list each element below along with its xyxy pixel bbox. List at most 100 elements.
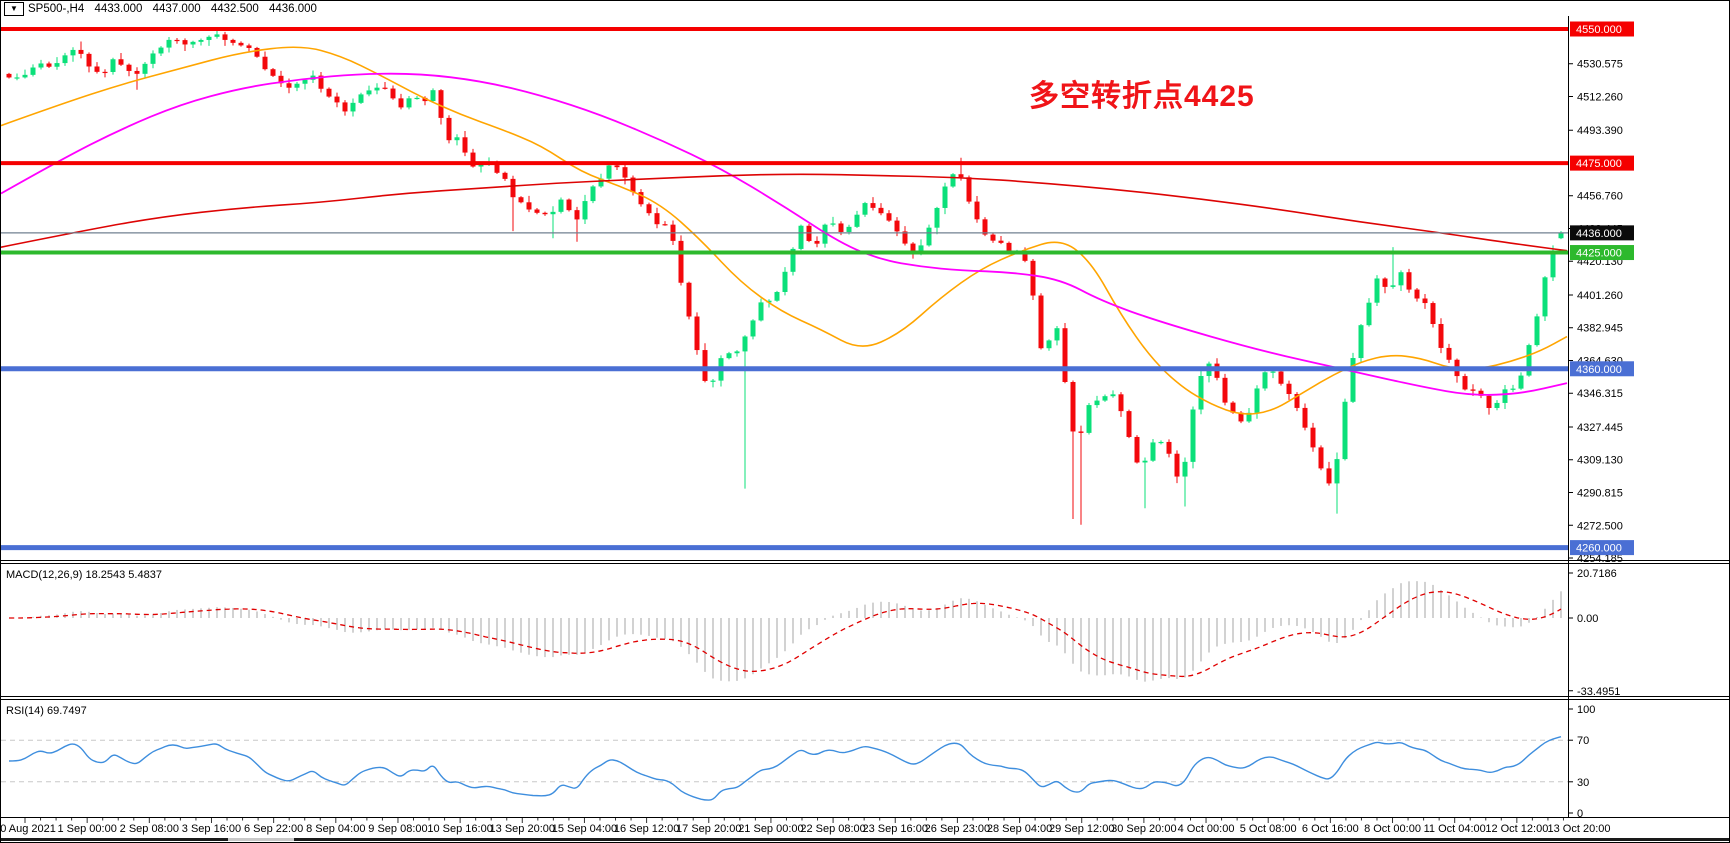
- bear-candle: [1294, 393, 1300, 408]
- price-axis[interactable]: 4530.5754512.2604493.3904456.7604438.445…: [1568, 21, 1634, 821]
- bear-candle: [1070, 382, 1076, 432]
- bear-candle: [446, 117, 452, 141]
- bear-candle: [230, 39, 236, 43]
- price-tick-label: 4309.130: [1577, 455, 1623, 467]
- bull-candle: [1550, 251, 1556, 278]
- chart-scrollbar[interactable]: [1, 838, 1730, 841]
- bear-candle: [1278, 371, 1284, 384]
- bull-candle: [558, 199, 564, 212]
- bull-candle: [150, 53, 156, 64]
- bear-candle: [878, 207, 884, 214]
- bull-candle: [1054, 328, 1060, 341]
- bull-candle: [774, 291, 780, 301]
- bear-candle: [382, 87, 388, 89]
- price-tick-label: 4512.260: [1577, 91, 1623, 103]
- scrollbar-thumb[interactable]: [228, 838, 294, 841]
- rsi-axis-label: 30: [1577, 777, 1589, 789]
- bear-candle: [46, 63, 52, 67]
- date-label: 21 Sep 00:00: [738, 823, 803, 835]
- pane-borders: [1, 16, 1729, 818]
- price-tick-label: 4327.445: [1577, 422, 1623, 434]
- bull-candle: [190, 41, 196, 45]
- price-badge-label: 4360.000: [1576, 364, 1622, 376]
- horizontal-levels[interactable]: [1, 27, 1568, 551]
- bull-candle: [1102, 396, 1108, 401]
- bear-candle: [870, 203, 876, 208]
- macd-pane: [9, 581, 1562, 682]
- price-badge-label: 4550.000: [1576, 24, 1622, 36]
- bull-candle: [1494, 402, 1500, 408]
- bull-candle: [1094, 400, 1100, 406]
- bull-candle: [454, 137, 460, 141]
- price-tick-label: 4401.260: [1577, 290, 1623, 302]
- open-value: 4433.000: [94, 2, 143, 15]
- bear-candle: [390, 88, 396, 99]
- bull-candle: [302, 79, 308, 84]
- bear-candle: [1118, 394, 1124, 412]
- bull-candle: [1342, 401, 1348, 460]
- bear-candle: [134, 70, 140, 74]
- bear-candle: [78, 49, 84, 54]
- candles-layer[interactable]: [6, 28, 1564, 525]
- date-label: 13 Oct 20:00: [1548, 823, 1611, 835]
- bear-candle: [462, 137, 468, 153]
- bull-candle: [582, 201, 588, 220]
- price-badge-bg: [1570, 155, 1634, 171]
- chart-titlebar: ▼ SP500-,H4 4433.000 4437.000 4432.500 4…: [1, 1, 1729, 16]
- bull-candle: [110, 59, 116, 72]
- bull-candle: [830, 223, 836, 225]
- bull-candle: [414, 97, 420, 100]
- symbol-dropdown-button[interactable]: ▼: [4, 2, 24, 16]
- bear-candle: [222, 34, 228, 40]
- date-label: 13 Sep 20:00: [490, 823, 555, 835]
- high-value: 4437.000: [152, 2, 201, 15]
- bear-candle: [622, 167, 628, 178]
- bull-candle: [822, 224, 828, 244]
- bull-candle: [1190, 409, 1196, 462]
- ma-mid-line: [1, 72, 1568, 396]
- bear-candle: [1038, 295, 1044, 349]
- bear-candle: [1406, 272, 1412, 290]
- bear-candle: [1238, 412, 1244, 422]
- moving-averages-layer: [1, 46, 1568, 415]
- date-label: 1 Sep 00:00: [57, 823, 116, 835]
- bull-candle: [406, 98, 412, 108]
- macd-signal-line: [9, 591, 1562, 678]
- bull-candle: [846, 226, 852, 232]
- bear-candle: [1310, 427, 1316, 448]
- bear-candle: [1022, 251, 1028, 261]
- bear-candle: [1486, 395, 1492, 408]
- bull-candle: [590, 186, 596, 202]
- bear-candle: [422, 97, 428, 102]
- bear-candle: [1006, 242, 1012, 252]
- bear-candle: [1446, 347, 1452, 360]
- price-badge: 4425.000: [1570, 245, 1634, 261]
- rsi-axis-label: 0: [1577, 808, 1583, 820]
- bear-candle: [646, 204, 652, 214]
- price-badge-bg: [1570, 245, 1634, 261]
- bull-candle: [1046, 340, 1052, 349]
- bear-candle: [1470, 389, 1476, 391]
- bull-candle: [550, 211, 556, 215]
- bull-candle: [294, 83, 300, 88]
- bull-candle: [62, 55, 68, 64]
- bear-candle: [270, 69, 276, 76]
- price-badge: 4475.000: [1570, 155, 1634, 171]
- bull-candle: [766, 300, 772, 303]
- bear-candle: [1462, 376, 1468, 390]
- date-label: 2 Sep 08:00: [120, 823, 179, 835]
- bull-candle: [1142, 460, 1148, 463]
- bull-candle: [206, 36, 212, 40]
- bear-candle: [838, 223, 844, 232]
- bull-candle: [918, 245, 924, 253]
- bull-candle: [734, 351, 740, 354]
- bear-candle: [102, 71, 108, 74]
- price-badge-bg: [1570, 361, 1634, 377]
- rsi-axis-label: 70: [1577, 735, 1589, 747]
- bear-candle: [1222, 377, 1228, 403]
- bear-candle: [518, 197, 524, 203]
- bull-candle: [1502, 389, 1508, 403]
